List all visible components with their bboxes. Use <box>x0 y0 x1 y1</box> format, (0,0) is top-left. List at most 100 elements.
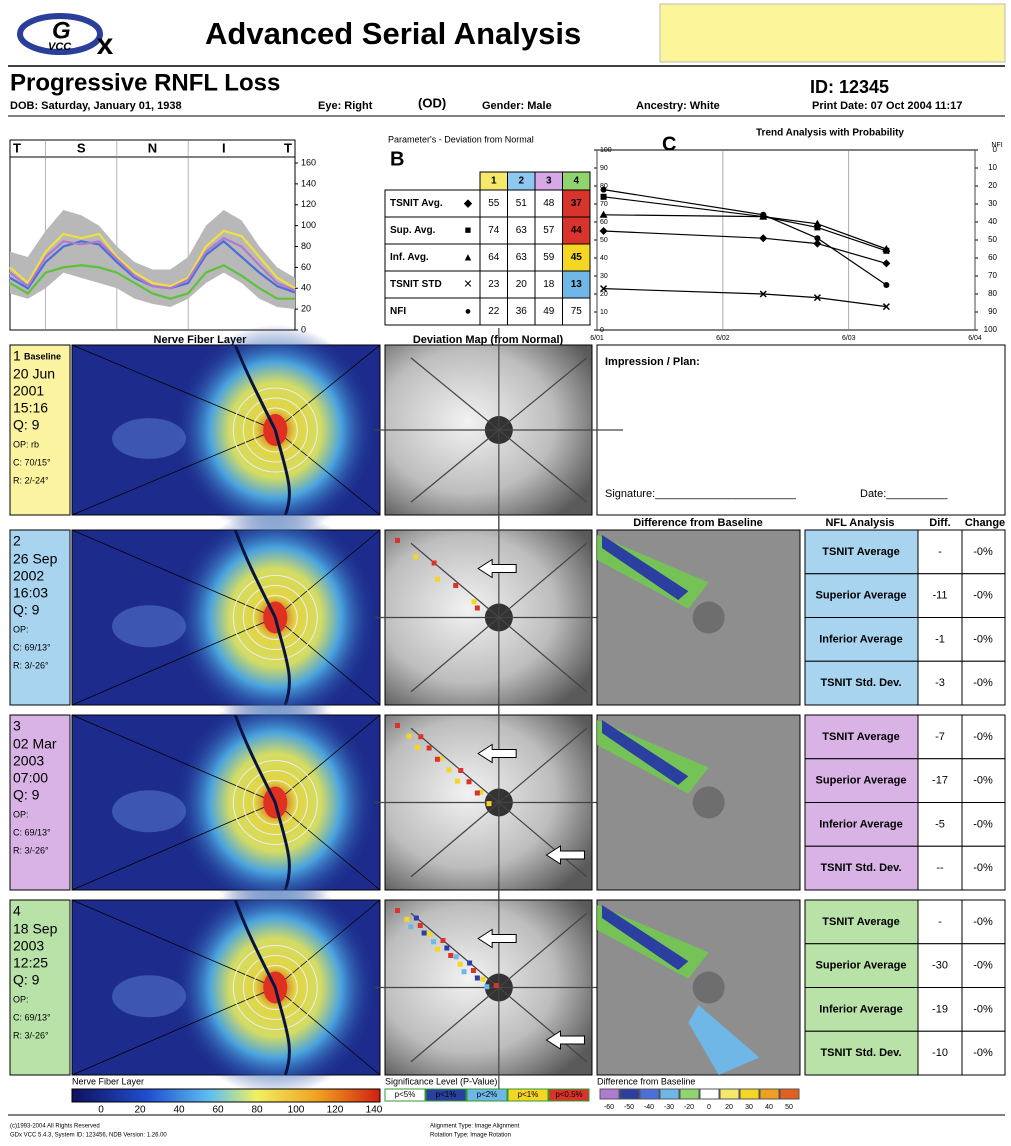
print-date: Print Date: 07 Oct 2004 11:17 <box>812 100 962 112</box>
ancestry: Ancestry: White <box>636 100 720 112</box>
rotation: Rotation Type: Image Rotation <box>430 1133 511 1139</box>
deviation-pixel <box>427 932 432 937</box>
sector-label: I <box>222 140 226 155</box>
value: 57 <box>543 225 555 236</box>
session-line: Q: 9 <box>13 417 40 433</box>
eye-code: (OD) <box>418 95 446 110</box>
value: 22 <box>488 306 500 317</box>
nfl-tick: 120 <box>327 1105 344 1116</box>
analysis-label: Superior Average <box>816 775 907 787</box>
analysis-diff: -- <box>936 862 944 874</box>
session-line: 16:03 <box>13 585 48 601</box>
difference-swatch <box>720 1089 739 1099</box>
significance-label: p<0.5% <box>555 1090 582 1099</box>
significance-label: p<1% <box>436 1090 457 1099</box>
row-label: TSNIT STD <box>390 279 442 290</box>
deviation-pixel <box>435 577 440 582</box>
session-detail: C: 69/13° <box>13 1012 51 1022</box>
difference-swatch <box>740 1089 759 1099</box>
difference-swatch <box>620 1089 639 1099</box>
difference-tick: 30 <box>745 1104 753 1111</box>
session-line: 02 Mar <box>13 736 57 752</box>
deviation-pixel <box>413 554 418 559</box>
difference-tick: 40 <box>765 1104 773 1111</box>
y-tick-label: 70 <box>600 201 608 208</box>
session-detail: R: 3/-26° <box>13 1030 49 1040</box>
y-tick-label: 10 <box>600 309 608 316</box>
deviation-pixel <box>448 953 453 958</box>
session-line: 26 Sep <box>13 551 58 567</box>
deviation-pixel <box>407 734 412 739</box>
marker <box>601 187 607 193</box>
analysis-diff: - <box>938 916 942 928</box>
difference-swatch <box>680 1089 699 1099</box>
nfl-tick: 0 <box>98 1105 104 1116</box>
row-symbol: ▲ <box>463 251 474 263</box>
y-tick-label: 40 <box>301 283 311 293</box>
deviation-pixel <box>432 561 437 566</box>
y-tick-label: 100 <box>600 147 612 154</box>
session-line: Q: 9 <box>13 972 40 988</box>
difference-swatch <box>700 1089 719 1099</box>
analysis-change: -0% <box>973 916 993 928</box>
difference-tick: -30 <box>664 1104 674 1111</box>
marker <box>814 235 820 241</box>
legend-title: Nerve Fiber Layer <box>72 1076 144 1086</box>
deviation-pixel <box>462 969 467 974</box>
value: 74 <box>488 225 500 236</box>
value: 55 <box>488 198 500 209</box>
deviation-pixel <box>418 734 423 739</box>
y-tick-label: 20 <box>301 304 311 314</box>
deviation-pixel <box>494 983 499 988</box>
nfl-tick: 100 <box>288 1105 305 1116</box>
analysis-label: TSNIT Std. Dev. <box>820 677 901 689</box>
session-detail: R: 3/-26° <box>13 660 49 670</box>
difference-tick: 50 <box>785 1104 793 1111</box>
logo-x: x <box>97 28 114 61</box>
row-label: Sup. Avg. <box>390 225 436 236</box>
deviation-pixel <box>458 962 463 967</box>
deviation-pixel <box>431 939 436 944</box>
session-number: 2 <box>13 533 21 549</box>
deviation-pixel <box>415 745 420 750</box>
marker <box>760 212 766 218</box>
analysis-diff: -17 <box>932 775 948 787</box>
session-line: 2001 <box>13 383 44 399</box>
x-tick-label: 6/01 <box>590 335 604 342</box>
session-line: 12:25 <box>13 955 48 971</box>
deviation-pixel <box>453 583 458 588</box>
nfl-tick: 140 <box>366 1105 383 1116</box>
dob: DOB: Saturday, January 01, 1938 <box>10 100 182 112</box>
logo-text: VCC <box>48 41 72 53</box>
deviation-pixel <box>414 916 419 921</box>
deviation-pixel <box>454 954 459 959</box>
deviation-pixel <box>475 791 480 796</box>
difference-label: Difference from Baseline <box>633 517 763 529</box>
optic-disc <box>693 972 725 1004</box>
nfl-tick: 20 <box>134 1105 146 1116</box>
y-tick-label: 40 <box>600 255 608 262</box>
analysis-label: TSNIT Average <box>822 916 899 928</box>
analysis-change: -0% <box>973 546 993 558</box>
analysis-change: -0% <box>973 818 993 830</box>
sector-label: T <box>284 140 292 155</box>
change-label: Change <box>965 517 1005 529</box>
nfl-tick: 80 <box>251 1105 263 1116</box>
y2-tick-label: 20 <box>988 181 997 190</box>
copyright: (c)1993-2004 All Rights Reserved <box>10 1124 100 1130</box>
difference-tick: -60 <box>604 1104 614 1111</box>
deviation-pixel <box>422 931 427 936</box>
nfl-colorbar <box>72 1089 380 1102</box>
analysis-diff: -7 <box>935 731 945 743</box>
value: 13 <box>571 279 583 290</box>
difference-tick: -40 <box>644 1104 654 1111</box>
analysis-label: TSNIT Average <box>822 731 899 743</box>
session-line: 15:16 <box>13 400 48 416</box>
value: 37 <box>571 198 583 209</box>
y-tick-label: 90 <box>600 165 608 172</box>
analysis-label: TSNIT Std. Dev. <box>820 862 901 874</box>
difference-swatch <box>600 1089 619 1099</box>
y-tick-label: 50 <box>600 237 608 244</box>
column-label: 4 <box>573 176 579 187</box>
nfl-patch <box>112 605 186 647</box>
